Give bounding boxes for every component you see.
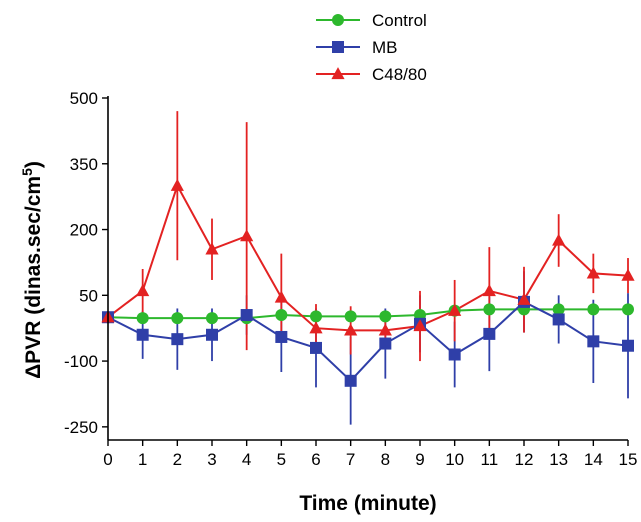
x-tick-label-2: 2 — [173, 450, 182, 469]
legend-label-control: Control — [372, 11, 427, 30]
x-tick-label-7: 7 — [346, 450, 355, 469]
series-line-mb — [107, 300, 629, 383]
data-point-mb-3 — [206, 328, 218, 341]
y-axis-title: ΔPVR (dinas.sec/cm5) — [19, 161, 45, 379]
x-tick-label-13: 13 — [549, 450, 568, 469]
x-tick-label-10: 10 — [445, 450, 464, 469]
x-tick-label-0: 0 — [103, 450, 112, 469]
data-point-c48-80-5 — [274, 290, 288, 303]
y-axis-title-close: ) — [22, 161, 45, 168]
series-line-c48-80 — [107, 183, 629, 332]
data-point-mb-7 — [344, 374, 357, 387]
data-point-c48-80-4 — [240, 229, 254, 242]
x-tick-label-15: 15 — [619, 450, 638, 469]
x-tick-label-5: 5 — [277, 450, 286, 469]
legend-marker-mb — [332, 41, 344, 53]
data-point-c48-80-8 — [378, 323, 392, 336]
data-point-c48-80-14 — [586, 266, 600, 279]
data-point-c48-80-13 — [552, 233, 566, 246]
data-point-control-8 — [379, 310, 392, 323]
y-tick-label-4: -100 — [64, 352, 98, 371]
data-point-mb-6 — [310, 341, 322, 354]
data-point-c48-80-1 — [136, 284, 150, 297]
legend-marker-c48-80 — [331, 67, 345, 80]
data-point-mb-5 — [275, 330, 288, 343]
x-tick-label-11: 11 — [481, 450, 499, 469]
legend-marker-control — [332, 14, 344, 26]
legend-label-c48-80: C48/80 — [372, 65, 427, 84]
data-point-c48-80-9 — [413, 319, 427, 332]
series-lines — [107, 183, 629, 383]
x-tick-label-4: 4 — [242, 450, 251, 469]
data-point-mb-10 — [448, 348, 461, 361]
y-axis-title-main: ΔPVR (dinas.sec/cm — [22, 176, 45, 379]
data-point-control-5 — [275, 309, 288, 322]
x-tick-label-9: 9 — [415, 450, 424, 469]
data-point-mb-14 — [587, 335, 600, 348]
y-tick-label-0: 500 — [70, 89, 98, 108]
data-point-control-3 — [206, 312, 218, 325]
y-tick-label-3: 50 — [79, 286, 98, 305]
data-point-mb-4 — [240, 309, 253, 322]
data-point-control-2 — [171, 312, 184, 325]
data-point-c48-80-6 — [309, 321, 323, 334]
x-tick-label-6: 6 — [311, 450, 320, 469]
x-axis-title: Time (minute) — [299, 492, 436, 515]
data-point-control-6 — [310, 310, 322, 323]
error-bars — [141, 111, 629, 425]
x-tick-label-14: 14 — [584, 450, 603, 469]
data-point-mb-1 — [136, 328, 149, 341]
data-point-c48-80-12 — [517, 292, 531, 305]
legend: Control MB C48/80 — [316, 11, 427, 84]
x-tick-label-12: 12 — [515, 450, 534, 469]
data-point-c48-80-2 — [170, 178, 184, 191]
y-tick-label-1: 350 — [70, 155, 98, 174]
x-tick-label-1: 1 — [138, 450, 147, 469]
data-point-mb-8 — [379, 337, 392, 350]
y-tick-label-2: 200 — [70, 221, 98, 240]
data-point-mb-15 — [622, 339, 634, 352]
y-axis-title-superscript: 5 — [19, 168, 35, 176]
data-point-mb-13 — [552, 313, 565, 326]
y-tick-label-5: -250 — [64, 418, 98, 437]
data-point-c48-80-15 — [621, 268, 635, 281]
data-point-control-13 — [552, 303, 565, 316]
x-tick-label-8: 8 — [381, 450, 390, 469]
data-point-control-14 — [587, 303, 600, 316]
series-line-control — [107, 308, 628, 320]
data-point-mb-11 — [483, 327, 496, 340]
legend-label-mb: MB — [372, 38, 398, 57]
data-point-c48-80-10 — [448, 303, 462, 316]
data-point-control-1 — [136, 312, 149, 325]
data-point-control-7 — [344, 310, 357, 323]
x-tick-label-3: 3 — [207, 450, 216, 469]
data-point-c48-80-3 — [205, 242, 219, 255]
data-point-control-15 — [622, 303, 634, 316]
data-point-c48-80-11 — [482, 284, 496, 297]
data-point-c48-80-7 — [344, 323, 358, 336]
data-point-mb-2 — [171, 333, 184, 346]
series-markers — [101, 178, 635, 387]
data-point-control-11 — [483, 303, 496, 316]
